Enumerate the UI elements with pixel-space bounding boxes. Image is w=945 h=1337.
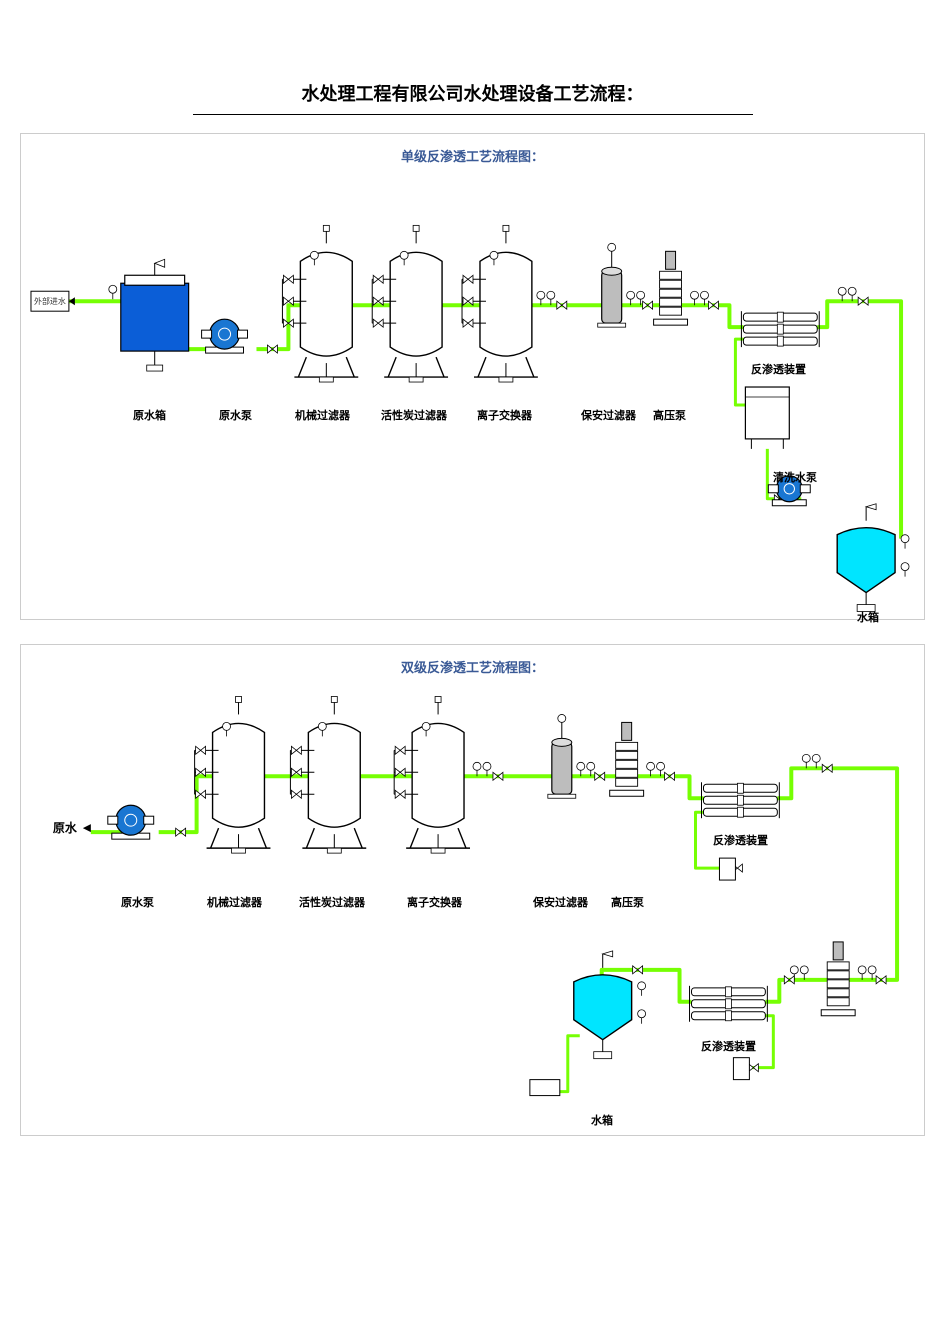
diagram-2-title: 双级反渗透工艺流程图： bbox=[21, 645, 924, 680]
diagram-1-title: 单级反渗透工艺流程图： bbox=[21, 134, 924, 169]
diagram-2-label: 离子交换器 bbox=[407, 894, 462, 910]
diagram-1-container: 单级反渗透工艺流程图： 外部进水 原水箱 原水泵 机械过滤器 活性炭过滤器 离子交换器 保… bbox=[20, 133, 925, 620]
diagram-1-label: 水箱 bbox=[857, 609, 879, 625]
diagram-1-label: 高压泵 bbox=[653, 407, 686, 423]
diagram-2-label: 水箱 bbox=[591, 1112, 613, 1128]
diagram-1-label: 原水箱 bbox=[133, 407, 166, 423]
diagram-2-container: 双级反渗透工艺流程图： 原水 原水泵 机械过滤器 活性炭过滤器 离子交换器 保安过滤器 高… bbox=[20, 644, 925, 1136]
svg-text:外部进水: 外部进水 bbox=[34, 296, 66, 306]
diagram-2-label: 反渗透装置 bbox=[713, 832, 768, 848]
svg-text:原水: 原水 bbox=[53, 820, 78, 835]
diagram-1-label: 离子交换器 bbox=[477, 407, 532, 423]
diagram-1-label: 清洗水泵 bbox=[773, 469, 817, 485]
diagram-1-label: 反渗透装置 bbox=[751, 361, 806, 377]
page-title: 水处理工程有限公司水处理设备工艺流程： bbox=[20, 80, 925, 106]
diagram-1-label: 活性炭过滤器 bbox=[381, 407, 447, 423]
diagram-2-label: 原水泵 bbox=[121, 894, 154, 910]
diagram-2-svg: 原水 bbox=[21, 680, 924, 1135]
diagram-1-label: 保安过滤器 bbox=[581, 407, 636, 423]
diagram-1-svg: 外部进水 bbox=[21, 169, 924, 619]
diagram-2-label: 保安过滤器 bbox=[533, 894, 588, 910]
diagram-2-label: 高压泵 bbox=[611, 894, 644, 910]
title-underline bbox=[193, 114, 753, 115]
diagram-2-label: 活性炭过滤器 bbox=[299, 894, 365, 910]
diagram-1-label: 机械过滤器 bbox=[295, 407, 350, 423]
page: 水处理工程有限公司水处理设备工艺流程： 单级反渗透工艺流程图： 外部进水 原水箱… bbox=[0, 0, 945, 1200]
diagram-2-stage: 原水 原水泵机械过滤器活性炭过滤器离子交换器保安过滤器高压泵反渗透装置反渗透装置… bbox=[21, 680, 924, 1135]
diagram-1-label: 原水泵 bbox=[219, 407, 252, 423]
diagram-1-stage: 外部进水 原水箱 原水泵 机械过滤器 活性炭过滤器 离子交换器 保安过滤器 高压泵 反渗透装置… bbox=[21, 169, 924, 619]
diagram-2-label: 反渗透装置 bbox=[701, 1038, 756, 1054]
diagram-2-label: 机械过滤器 bbox=[207, 894, 262, 910]
